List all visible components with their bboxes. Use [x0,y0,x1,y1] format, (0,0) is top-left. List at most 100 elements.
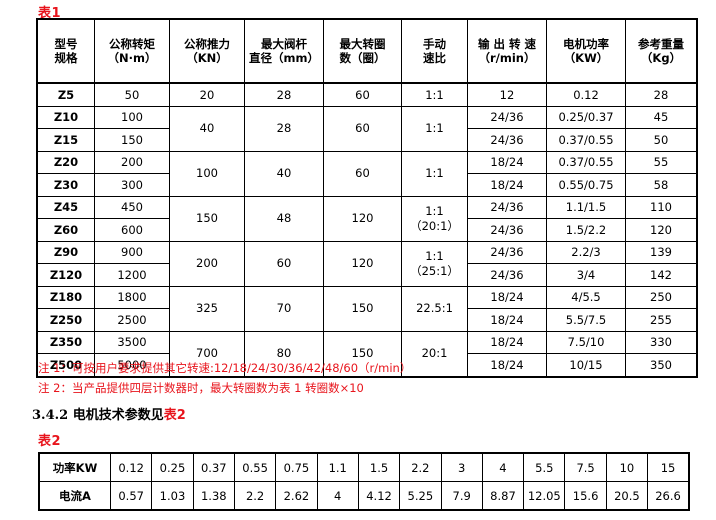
section-number: 3.4.2 [32,408,69,423]
cell-turns: 150 [323,285,402,332]
ratio-sub: （25:1） [410,263,459,278]
cell-torque: 100 [94,105,170,129]
cell-model: Z60 [36,218,95,242]
cell-model: Z250 [36,308,95,332]
cell-motor-power: 0.25/0.37 [546,105,626,129]
table-row: Z45 450 150 48 120 1:1 （20:1） 24/36 1.1/1.5 110 [36,195,698,242]
table2-cell-current: 20.5 [605,481,649,511]
table-2-motor-parameters: 功率KW 0.12 0.25 0.37 0.55 0.75 1.1 1.5 2.2 3 4 5.5 7.… [38,452,690,511]
table1-header-row: 型号 规格 公称转矩 （N·m） 公称推力 （KN） 最大阀杆 直径（mm） 最大转圈 数（圈）手… [36,18,698,84]
cell-stem: 48 [244,195,324,242]
table2-cell-current: 4.12 [357,481,401,511]
table1-col-header-6: 输 出 转 速（r/min） [467,18,547,84]
table2-row-header: 电流A [38,481,111,511]
table2-row: 电流A 0.57 1.03 1.38 2.2 2.62 4 4.12 5.25 7.9 8.87 12… [38,481,690,511]
cell-motor-power: 3/4 [546,263,626,287]
table2-cell-power: 0.75 [275,452,318,482]
cell-manual-ratio: 1:1 [401,150,468,197]
header-line: （N·m） [107,51,157,65]
table1-body: Z5 50 20 28 60 1:1 12 0.12 28 Z10 100 40 28 60 1:1 24/3… [36,82,698,377]
table1-col-header-7: 电机功率 （KW） [546,18,626,84]
table1-col-header-4: 最大转圈 数（圈） [323,18,402,84]
cell-weight: 330 [625,330,698,354]
table-row: Z20 200 100 40 60 1:1 18/24 0.37/0.55 55 [36,150,698,197]
table2-cell-power: 4 [481,452,525,482]
cell-output-speed: 24/36 [467,195,547,219]
cell-output-speed: 12 [467,82,547,107]
cell-torque: 300 [94,173,170,197]
cell-weight: 45 [625,105,698,129]
cell-weight: 120 [625,218,698,242]
cell-output-speed: 24/36 [467,128,547,152]
ratio-main: 1:1 [425,204,444,219]
table2-cell-power: 0.55 [233,452,277,482]
header-line: 数（圈） [339,51,386,65]
header-line: 型号 [54,36,78,51]
table2-cell-current: 8.87 [481,481,525,511]
cell-manual-ratio: 1:1 （20:1） [401,195,468,242]
cell-motor-power: 1.1/1.5 [546,195,626,219]
header-line: 直径（mm） [249,51,319,65]
table2-cell-current: 26.6 [647,481,690,511]
table1-col-header-5: 手动 速比 [401,18,468,84]
cell-weight: 110 [625,195,698,219]
cell-torque: 200 [94,150,170,174]
cell-motor-power: 0.37/0.55 [546,128,626,152]
cell-model: Z30 [36,173,95,197]
table-1-technical-parameters: 型号 规格 公称转矩 （N·m） 公称推力 （KN） 最大阀杆 直径（mm） 最大转圈 数（圈）手… [36,18,698,378]
cell-output-speed: 18/24 [467,150,547,174]
table2-cell-current: 1.03 [151,481,194,511]
header-line: 最大转圈 [339,36,386,51]
header-line: 手动 [423,36,446,51]
table1-col-header-1: 公称转矩 （N·m） [94,18,170,84]
header-line: （r/min） [478,51,536,65]
ratio-main: 1:1 [425,166,444,181]
cell-torque: 600 [94,218,170,242]
table2-cell-current: 0.57 [109,481,153,511]
cell-turns: 60 [323,82,402,107]
table2-cell-power: 15 [647,452,690,482]
cell-output-speed: 24/36 [467,105,547,129]
cell-stem: 70 [244,285,324,332]
table2-cell-power: 1.5 [357,452,401,482]
table1-col-header-0: 型号 规格 [36,18,95,84]
cell-turns: 60 [323,105,402,152]
table2-cell-power: 7.5 [564,452,607,482]
table2-cell-current: 5.25 [399,481,442,511]
cell-motor-power: 0.55/0.75 [546,173,626,197]
section-table-ref: 表2 [163,408,186,423]
cell-manual-ratio: 1:1 （25:1） [401,240,468,287]
cell-model: Z350 [36,330,95,354]
table2-cell-power: 5.5 [523,452,566,482]
table-row: Z15 150 24/36 0.37/0.55 50 [36,128,698,152]
cell-thrust: 150 [169,195,245,242]
cell-model: Z5 [36,82,95,107]
cell-manual-ratio: 1:1 [401,82,468,107]
ratio-main: 20:1 [421,346,448,361]
cell-model: Z120 [36,263,95,287]
table-row: Z120 1200 24/36 3/4 142 [36,263,698,287]
cell-model: Z15 [36,128,95,152]
cell-thrust: 200 [169,240,245,287]
cell-stem: 40 [244,150,324,197]
cell-torque: 5000 [94,353,170,377]
header-line: （Kg） [640,51,682,65]
section-title: 电机技术参数见 [72,408,164,423]
cell-output-speed: 18/24 [467,173,547,197]
table2-cell-power: 0.25 [151,452,194,482]
ratio-main: 22.5:1 [416,301,453,316]
table-row: Z5 50 20 28 60 1:1 12 0.12 28 [36,82,698,107]
section-heading: 3.4.2 电机技术参数见表2 [32,404,186,423]
cell-thrust: 325 [169,285,245,332]
table-row: Z350 3500 700 80 150 20:1 18/24 7.5/10 330 [36,330,698,377]
cell-torque: 1200 [94,263,170,287]
table1-col-header-8: 参考重量 （Kg） [625,18,698,84]
cell-thrust: 100 [169,150,245,197]
cell-weight: 50 [625,128,698,152]
table1-col-header-2: 公称推力 （KN） [169,18,245,84]
cell-motor-power: 5.5/7.5 [546,308,626,332]
header-line: 参考重量 [638,36,684,51]
table2-cell-current: 4 [316,481,359,511]
cell-weight: 28 [625,82,698,107]
cell-thrust: 40 [169,105,245,152]
